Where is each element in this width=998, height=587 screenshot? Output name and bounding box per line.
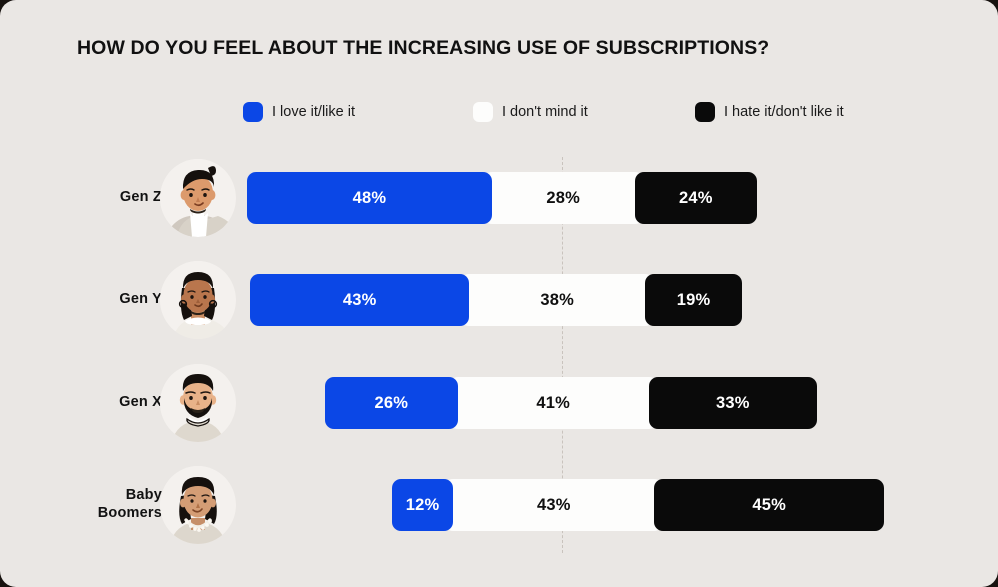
segment-hate-gen-x[interactable]: 33% xyxy=(648,377,817,429)
legend-label-hate: I hate it/don't like it xyxy=(724,104,844,120)
table-row: Baby Boomers xyxy=(0,464,998,546)
row-label-gen-z: Gen Z xyxy=(42,157,162,239)
legend-swatch-love xyxy=(243,102,263,122)
table-row: Gen Y xyxy=(0,259,998,341)
segment-hate-gen-z[interactable]: 24% xyxy=(634,172,757,224)
legend-label-love: I love it/like it xyxy=(272,104,355,120)
table-row: Gen Z xyxy=(0,157,998,239)
row-label-line2: Boomers xyxy=(97,505,162,521)
row-label-line1: Gen Y xyxy=(119,291,162,308)
avatar-gen-y xyxy=(160,261,236,339)
segment-love-gen-y[interactable]: 43% xyxy=(250,274,470,326)
segment-mind-gen-x[interactable]: 41% xyxy=(448,377,658,429)
page-title: HOW DO YOU FEEL ABOUT THE INCREASING USE… xyxy=(77,37,770,59)
legend: I love it/like it I don't mind it I hate… xyxy=(243,100,923,124)
bar-gen-z: 48% 28% 24% xyxy=(247,172,757,224)
avatar-baby-boomers xyxy=(160,466,236,544)
legend-item-hate[interactable]: I hate it/don't like it xyxy=(695,100,844,124)
row-label-gen-x: Gen X xyxy=(42,362,162,444)
legend-label-mind: I don't mind it xyxy=(502,104,588,120)
legend-item-mind[interactable]: I don't mind it xyxy=(473,100,588,124)
segment-love-gen-x[interactable]: 26% xyxy=(325,377,458,429)
bar-gen-y: 43% 38% 19% xyxy=(250,274,760,326)
bar-baby-boomers: 12% 43% 45% xyxy=(392,479,902,531)
segment-mind-baby-boomers[interactable]: 43% xyxy=(444,479,664,531)
avatar-gen-x xyxy=(160,364,236,442)
segment-hate-gen-y[interactable]: 19% xyxy=(645,274,742,326)
legend-swatch-mind xyxy=(473,102,493,122)
segment-love-baby-boomers[interactable]: 12% xyxy=(392,479,454,531)
center-dashed-line xyxy=(562,157,563,553)
legend-swatch-hate xyxy=(695,102,715,122)
segment-hate-baby-boomers[interactable]: 45% xyxy=(654,479,884,531)
row-label-gen-y: Gen Y xyxy=(42,259,162,341)
avatar-gen-z xyxy=(160,159,236,237)
row-label-line1: Gen X xyxy=(119,394,162,411)
table-row: Gen X xyxy=(0,362,998,444)
segment-love-gen-z[interactable]: 48% xyxy=(247,172,492,224)
segment-mind-gen-y[interactable]: 38% xyxy=(460,274,655,326)
segment-mind-gen-z[interactable]: 28% xyxy=(482,172,644,224)
row-label-line1: Baby xyxy=(125,487,162,504)
row-label-baby-boomers: Baby Boomers xyxy=(42,464,162,546)
bar-gen-x: 26% 41% 33% xyxy=(325,377,835,429)
row-label-line1: Gen Z xyxy=(119,189,162,206)
legend-item-love[interactable]: I love it/like it xyxy=(243,100,355,124)
